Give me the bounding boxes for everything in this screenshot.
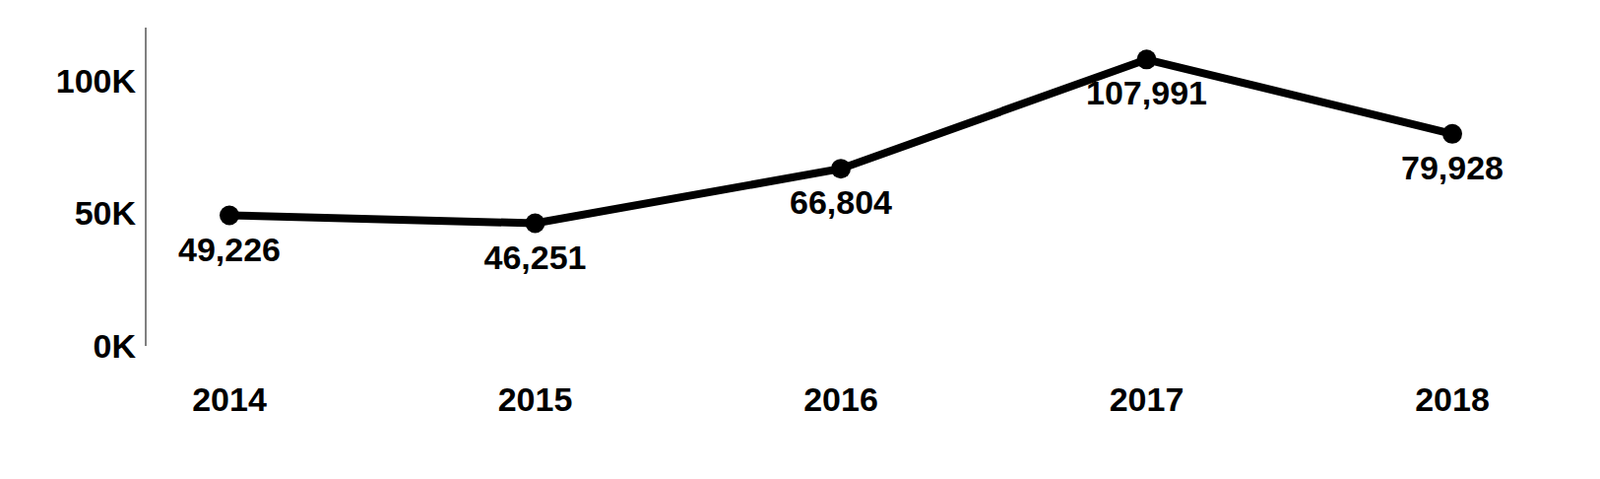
svg-text:49,226: 49,226 xyxy=(178,230,281,268)
svg-text:50K: 50K xyxy=(74,193,137,232)
svg-text:2015: 2015 xyxy=(498,380,574,418)
svg-text:66,804: 66,804 xyxy=(789,183,893,221)
svg-text:0K: 0K xyxy=(93,326,137,365)
svg-text:46,251: 46,251 xyxy=(484,238,587,276)
svg-text:2014: 2014 xyxy=(192,380,267,418)
svg-text:2016: 2016 xyxy=(803,380,879,418)
svg-text:79,928: 79,928 xyxy=(1401,148,1504,187)
svg-text:107,991: 107,991 xyxy=(1086,73,1208,112)
svg-text:100K: 100K xyxy=(56,62,137,100)
svg-text:2017: 2017 xyxy=(1109,380,1185,418)
svg-text:2018: 2018 xyxy=(1414,380,1490,418)
